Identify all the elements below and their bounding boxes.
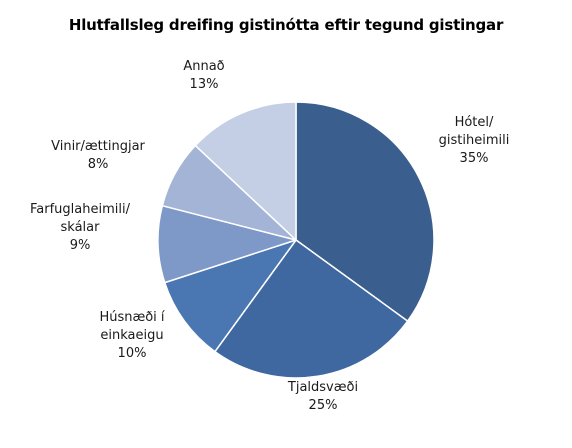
pie-slice-2 [214,239,409,379]
slice-category-label: gistiheimili [439,133,510,148]
slice-percent-label: 35% [460,151,489,166]
slice-label-6: Annað 13% [183,59,224,92]
pie-slice-3 [164,239,297,353]
slice-percent-label: 10% [118,346,147,361]
slice-category-label: Vinir/ættingjar [51,139,145,154]
pie-slice-1 [295,101,435,322]
slice-category-label: Hótel/ [455,115,494,130]
slice-percent-label: 13% [190,77,219,92]
pie-slice-6 [194,101,297,241]
slice-percent-label: 25% [309,398,338,413]
slice-label-4: Farfuglaheimili/skálar 9% [30,202,131,253]
slice-percent-label: 8% [88,157,109,172]
slice-category-label: einkaeigu [100,328,163,343]
slice-label-1: Hótel/gistiheimili 35% [439,115,510,166]
slice-label-2: Tjaldsvæði 25% [287,380,358,413]
slice-category-label: Farfuglaheimili/ [30,202,131,217]
slice-category-label: Tjaldsvæði [287,380,358,395]
slice-category-label: Húsnæði í [99,310,164,325]
slice-category-label: Annað [183,59,224,74]
slice-label-3: Húsnæði í einkaeigu 10% [99,310,164,361]
chart-title: Hlutfallsleg dreifing gistinótta eftir t… [68,16,504,34]
slice-percent-label: 9% [70,238,91,253]
slice-label-5: Vinir/ættingjar 8% [51,139,145,172]
slice-category-label: skálar [61,220,101,235]
